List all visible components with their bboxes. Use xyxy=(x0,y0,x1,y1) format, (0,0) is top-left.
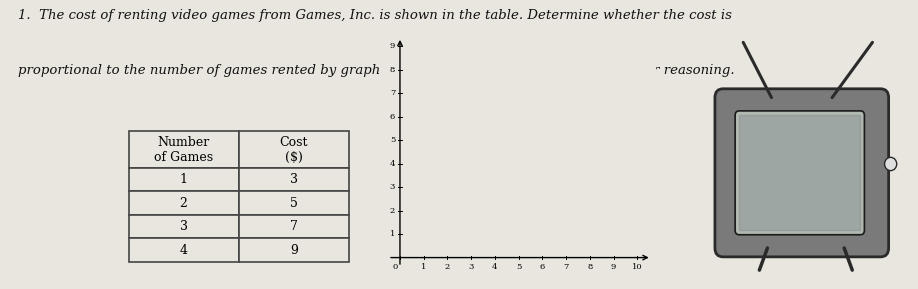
Text: 6: 6 xyxy=(540,263,545,271)
Text: 9: 9 xyxy=(390,42,396,50)
FancyBboxPatch shape xyxy=(735,111,865,235)
Text: 2: 2 xyxy=(390,207,396,215)
Text: 6: 6 xyxy=(390,113,396,121)
Text: 9: 9 xyxy=(611,263,616,271)
Text: 5: 5 xyxy=(390,136,396,144)
Text: 1: 1 xyxy=(421,263,426,271)
Text: 7: 7 xyxy=(390,89,396,97)
Text: 1.  The cost of renting video games from Games, Inc. is shown in the table. Dete: 1. The cost of renting video games from … xyxy=(18,9,733,22)
Text: 5: 5 xyxy=(516,263,521,271)
Text: 7: 7 xyxy=(564,263,569,271)
Text: 2: 2 xyxy=(445,263,450,271)
Text: 4: 4 xyxy=(390,160,396,168)
Text: 8: 8 xyxy=(390,66,396,74)
Text: 0: 0 xyxy=(393,263,397,271)
Text: proportional to the number of games rented by graphing on the coordinate plane. : proportional to the number of games rent… xyxy=(18,64,735,77)
Circle shape xyxy=(885,157,897,171)
Text: 3: 3 xyxy=(468,263,474,271)
Text: 4: 4 xyxy=(492,263,498,271)
Text: 3: 3 xyxy=(390,183,396,191)
FancyBboxPatch shape xyxy=(715,89,889,257)
Text: 10: 10 xyxy=(633,263,643,271)
Text: 1: 1 xyxy=(390,230,396,238)
Text: 8: 8 xyxy=(588,263,593,271)
